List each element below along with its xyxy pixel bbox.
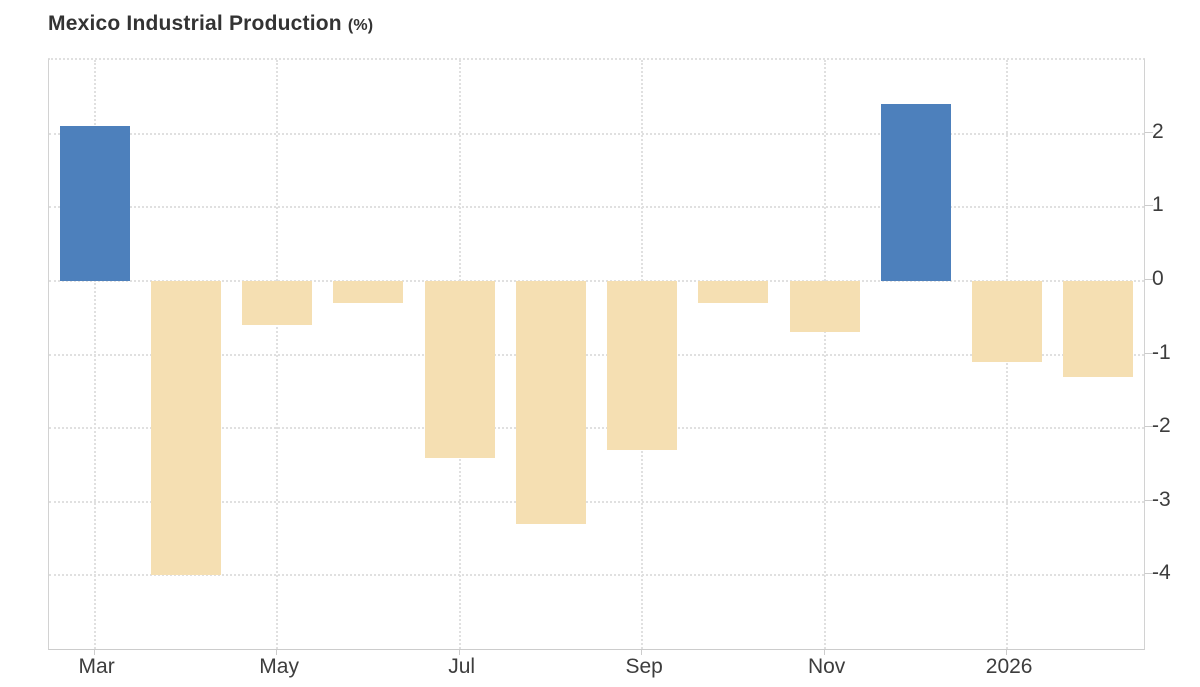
- y-tick-label--2: -2: [1152, 414, 1171, 438]
- plot-area: [48, 58, 1145, 650]
- gridline-h: [49, 427, 1144, 430]
- x-tick-label-2026: 2026: [985, 655, 1033, 678]
- y-tick-label--1: -1: [1152, 340, 1171, 364]
- y-tick-label--3: -3: [1152, 487, 1171, 511]
- x-axis-tick: [458, 649, 460, 655]
- bar-feb-2026[interactable]: [1063, 280, 1134, 377]
- y-tick-label-1: 1: [1152, 193, 1164, 217]
- x-tick-label-sep: Sep: [625, 655, 663, 678]
- bar-apr-2025[interactable]: [150, 280, 221, 576]
- x-axis-tick: [93, 649, 95, 655]
- x-axis-tick: [823, 649, 825, 655]
- bar-jul-2025[interactable]: [424, 280, 495, 458]
- y-tick-label-2: 2: [1152, 119, 1164, 143]
- x-axis-tick: [276, 649, 278, 655]
- x-tick-label-nov: Nov: [807, 655, 846, 678]
- y-tick-label-0: 0: [1152, 266, 1164, 290]
- y-axis-tick: [1145, 573, 1153, 575]
- y-axis-tick: [1145, 205, 1153, 207]
- bar-may-2025[interactable]: [242, 280, 313, 326]
- gridline-h: [49, 206, 1144, 209]
- chart-title: Mexico Industrial Production (%): [48, 12, 373, 36]
- y-tick-label--4: -4: [1152, 561, 1171, 585]
- y-axis-tick: [1145, 426, 1153, 428]
- x-tick-label-mar: Mar: [78, 655, 115, 678]
- gridline-h: [49, 132, 1144, 135]
- y-axis-tick: [1145, 278, 1153, 280]
- gridline-h: [49, 500, 1144, 503]
- x-tick-label-jul: Jul: [448, 655, 476, 678]
- bar-jan-2026[interactable]: [972, 280, 1043, 362]
- y-axis-tick: [1145, 131, 1153, 133]
- bar-oct-2025[interactable]: [698, 280, 769, 303]
- y-axis-tick: [1145, 352, 1153, 354]
- x-axis-tick: [1006, 649, 1008, 655]
- chart-title-unit: (%): [347, 17, 374, 34]
- bar-sep-2025[interactable]: [607, 280, 678, 451]
- gridline-h: [49, 574, 1144, 577]
- bar-dec-2025[interactable]: [880, 104, 951, 281]
- chart-title-text: Mexico Industrial Production: [48, 12, 342, 35]
- y-axis-tick: [1145, 499, 1153, 501]
- bar-aug-2025[interactable]: [515, 280, 586, 524]
- bar-nov-2025[interactable]: [789, 280, 860, 333]
- x-axis-tick: [641, 649, 643, 655]
- gridline-h: [49, 279, 1144, 282]
- bar-jun-2025[interactable]: [333, 280, 404, 303]
- gridline-h: [49, 353, 1144, 356]
- x-tick-label-may: May: [259, 655, 299, 678]
- bar-mar-2025[interactable]: [59, 126, 130, 281]
